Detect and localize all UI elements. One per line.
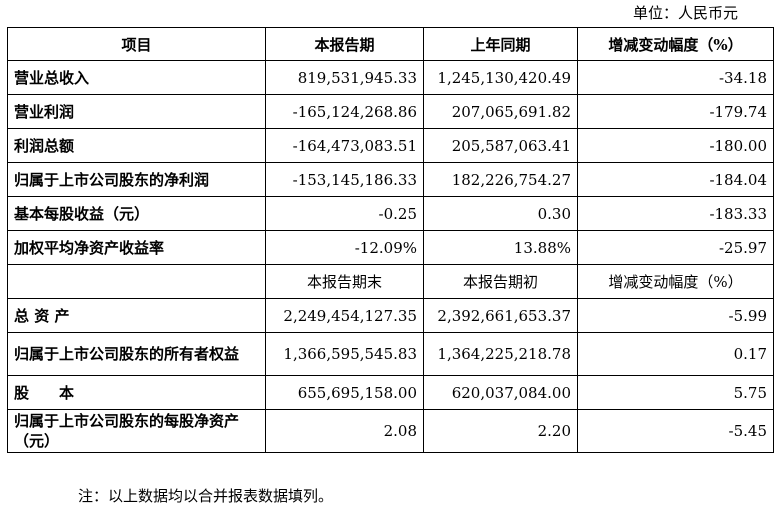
table-row: 加权平均净资产收益率 -12.09% 13.88% -25.97 (7, 230, 774, 265)
change-value: 5.75 (577, 375, 774, 410)
unit-label: 单位：人民币元 (632, 4, 738, 22)
change-value: -179.74 (577, 94, 774, 129)
table-row: 归属于上市公司股东的所有者权益 1,366,595,545.83 1,364,2… (7, 332, 774, 376)
table-row: 营业利润 -165,124,268.86 207,065,691.82 -179… (7, 94, 774, 129)
table-row: 总 资 产 2,249,454,127.35 2,392,661,653.37 … (7, 298, 774, 333)
change-value: -180.00 (577, 128, 774, 163)
begin-value: 620,037,084.00 (423, 375, 578, 410)
end-value: 2,249,454,127.35 (265, 298, 424, 333)
row-label: 利润总额 (7, 128, 266, 163)
prior-value: 207,065,691.82 (423, 94, 578, 129)
change-value: -183.33 (577, 196, 774, 231)
change-value: 0.17 (577, 332, 774, 376)
row-label: 股 本 (7, 375, 266, 410)
prior-value: 0.30 (423, 196, 578, 231)
row-label: 总 资 产 (7, 298, 266, 333)
subheader-period-begin: 本报告期初 (423, 264, 578, 299)
current-value: -164,473,083.51 (265, 128, 424, 163)
header-change: 增减变动幅度（%） (577, 27, 774, 61)
end-value: 1,366,595,545.83 (265, 332, 424, 376)
table-row: 营业总收入 819,531,945.33 1,245,130,420.49 -3… (7, 60, 774, 95)
subheader-period-end: 本报告期末 (265, 264, 424, 299)
end-value: 2.08 (265, 409, 424, 453)
row-label: 基本每股收益（元） (7, 196, 266, 231)
change-value: -25.97 (577, 230, 774, 265)
change-value: -5.99 (577, 298, 774, 333)
header-item: 项目 (7, 27, 266, 61)
current-value: 819,531,945.33 (265, 60, 424, 95)
begin-value: 2.20 (423, 409, 578, 453)
row-label: 归属于上市公司股东的净利润 (7, 162, 266, 197)
header-prior-period: 上年同期 (423, 27, 578, 61)
footnote: 注：以上数据均以合并报表数据填列。 (78, 487, 334, 505)
row-label: 营业总收入 (7, 60, 266, 95)
row-label: 营业利润 (7, 94, 266, 129)
row-label: 归属于上市公司股东的所有者权益 (7, 332, 266, 376)
current-value: -12.09% (265, 230, 424, 265)
subheader-item (7, 264, 266, 299)
current-value: -165,124,268.86 (265, 94, 424, 129)
end-value: 655,695,158.00 (265, 375, 424, 410)
table-subheader-row: 本报告期末 本报告期初 增减变动幅度（%） (7, 264, 774, 299)
change-value: -184.04 (577, 162, 774, 197)
subheader-change: 增减变动幅度（%） (577, 264, 774, 299)
current-value: -153,145,186.33 (265, 162, 424, 197)
prior-value: 1,245,130,420.49 (423, 60, 578, 95)
table-row: 基本每股收益（元） -0.25 0.30 -183.33 (7, 196, 774, 231)
begin-value: 2,392,661,653.37 (423, 298, 578, 333)
begin-value: 1,364,225,218.78 (423, 332, 578, 376)
header-current-period: 本报告期 (265, 27, 424, 61)
change-value: -34.18 (577, 60, 774, 95)
change-value: -5.45 (577, 409, 774, 453)
row-label: 归属于上市公司股东的每股净资产（元） (7, 409, 266, 453)
table-row: 归属于上市公司股东的每股净资产（元） 2.08 2.20 -5.45 (7, 409, 774, 453)
prior-value: 205,587,063.41 (423, 128, 578, 163)
current-value: -0.25 (265, 196, 424, 231)
prior-value: 13.88% (423, 230, 578, 265)
table-row: 股 本 655,695,158.00 620,037,084.00 5.75 (7, 375, 774, 410)
table-header-row: 项目 本报告期 上年同期 增减变动幅度（%） (7, 27, 774, 61)
table-row: 归属于上市公司股东的净利润 -153,145,186.33 182,226,75… (7, 162, 774, 197)
table-row: 利润总额 -164,473,083.51 205,587,063.41 -180… (7, 128, 774, 163)
row-label: 加权平均净资产收益率 (7, 230, 266, 265)
prior-value: 182,226,754.27 (423, 162, 578, 197)
financial-summary-table: 项目 本报告期 上年同期 增减变动幅度（%） 营业总收入 819,531,945… (7, 27, 774, 453)
